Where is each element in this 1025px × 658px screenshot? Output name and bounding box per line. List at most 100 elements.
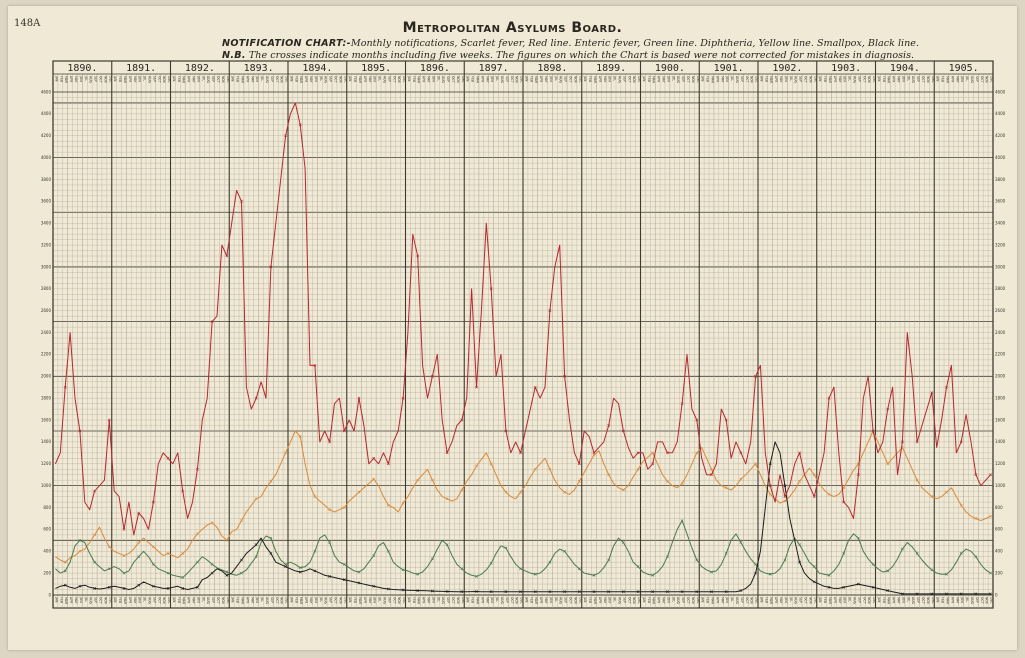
chart-title: Metropolitan Asylums Board. <box>402 20 623 36</box>
month-label: DEC <box>226 76 230 83</box>
five-week-marker <box>210 320 214 324</box>
series-line-diphtheria <box>55 430 991 563</box>
month-label: OCT <box>510 597 514 604</box>
month-label: OCT <box>99 597 103 604</box>
month-label: SEP <box>857 76 861 82</box>
five-week-marker <box>342 429 346 433</box>
five-week-marker <box>504 429 508 433</box>
y-tick-label-right: 3200 <box>995 242 1006 247</box>
five-week-marker <box>886 569 890 573</box>
five-week-marker <box>240 199 243 203</box>
five-week-marker <box>915 478 919 482</box>
five-week-marker <box>460 567 464 571</box>
y-tick-label-right: 2800 <box>995 286 1006 291</box>
month-label: NOV <box>221 597 225 605</box>
month-label: JUN <box>666 596 670 603</box>
five-week-marker <box>768 462 772 466</box>
month-label: DEC <box>696 597 700 604</box>
five-week-marker <box>401 588 405 592</box>
month-label: FEB <box>236 597 240 603</box>
month-label: MAR <box>710 597 714 605</box>
month-label: APR <box>245 76 249 83</box>
month-label: AUG <box>970 597 974 605</box>
footnote: N.B. The crosses indicate months includi… <box>222 50 914 61</box>
month-label: JUL <box>789 75 793 81</box>
five-week-marker <box>651 462 655 466</box>
month-label: OCT <box>569 597 573 604</box>
month-label: JUL <box>848 596 852 602</box>
month-label: DEC <box>990 76 994 83</box>
month-label: APR <box>950 76 954 83</box>
month-label: MAR <box>240 597 244 605</box>
month-label: APR <box>69 597 73 604</box>
month-label: AUG <box>617 597 621 605</box>
month-label: JAN <box>583 75 587 82</box>
five-week-marker <box>945 592 948 596</box>
month-label: JUN <box>960 75 964 82</box>
five-week-marker <box>842 552 846 555</box>
five-week-marker <box>460 418 464 422</box>
five-week-marker <box>489 462 493 466</box>
month-label: APR <box>657 597 661 604</box>
month-label: AUG <box>911 76 915 84</box>
five-week-marker <box>842 486 846 490</box>
five-week-marker <box>210 571 214 575</box>
five-week-marker <box>695 590 699 594</box>
footnote-text: The crosses indicate months including fi… <box>248 50 915 61</box>
five-week-marker <box>548 467 552 471</box>
month-label: NOV <box>103 597 107 605</box>
five-week-marker <box>666 555 669 559</box>
month-label: DEC <box>520 76 524 83</box>
month-label: JAN <box>289 596 293 603</box>
month-label: OCT <box>275 597 279 604</box>
month-label: MAY <box>955 76 959 83</box>
month-label: JUL <box>554 75 558 81</box>
month-label: FEB <box>764 76 768 82</box>
five-week-marker <box>901 440 904 444</box>
month-label: OCT <box>804 76 808 83</box>
month-label: MAY <box>897 597 901 604</box>
month-label: FEB <box>941 76 945 82</box>
month-label: JAN <box>348 75 352 82</box>
month-label: MAY <box>192 597 196 604</box>
five-week-marker <box>240 571 243 575</box>
five-week-marker <box>284 134 287 138</box>
five-week-marker <box>886 407 890 411</box>
chart-sheet <box>8 6 1017 650</box>
five-week-marker <box>78 538 82 542</box>
month-label: FEB <box>294 597 298 603</box>
year-label: 1896. <box>420 63 450 74</box>
five-week-marker <box>254 543 258 547</box>
five-week-marker <box>754 562 757 566</box>
month-label: MAY <box>838 597 842 604</box>
month-label: OCT <box>334 76 338 83</box>
month-label: SEP <box>857 597 861 603</box>
five-week-marker <box>827 492 831 496</box>
month-label: FEB <box>353 76 357 82</box>
five-week-marker <box>974 473 978 477</box>
year-label: 1904. <box>890 63 920 74</box>
month-label: DEC <box>872 76 876 83</box>
month-label: SEP <box>270 76 274 82</box>
five-week-marker <box>989 592 992 596</box>
month-label: MAY <box>720 597 724 604</box>
five-week-marker <box>445 451 449 455</box>
month-label: JUN <box>431 75 435 82</box>
month-label: OCT <box>980 76 984 83</box>
five-week-marker <box>122 571 126 575</box>
month-label: JAN <box>348 596 352 603</box>
five-week-marker <box>519 590 522 594</box>
month-label: NOV <box>632 597 636 605</box>
month-label: SEP <box>329 597 333 603</box>
year-label: 1893. <box>244 63 274 74</box>
five-week-marker <box>196 467 199 471</box>
month-label: OCT <box>862 76 866 83</box>
month-label: OCT <box>686 597 690 604</box>
month-label: DEC <box>167 597 171 604</box>
month-label: SEP <box>211 597 215 603</box>
month-label: APR <box>187 76 191 83</box>
month-label: JUL <box>965 596 969 602</box>
month-label: JUN <box>373 75 377 82</box>
month-label: APR <box>657 76 661 83</box>
month-label: MAY <box>720 76 724 83</box>
